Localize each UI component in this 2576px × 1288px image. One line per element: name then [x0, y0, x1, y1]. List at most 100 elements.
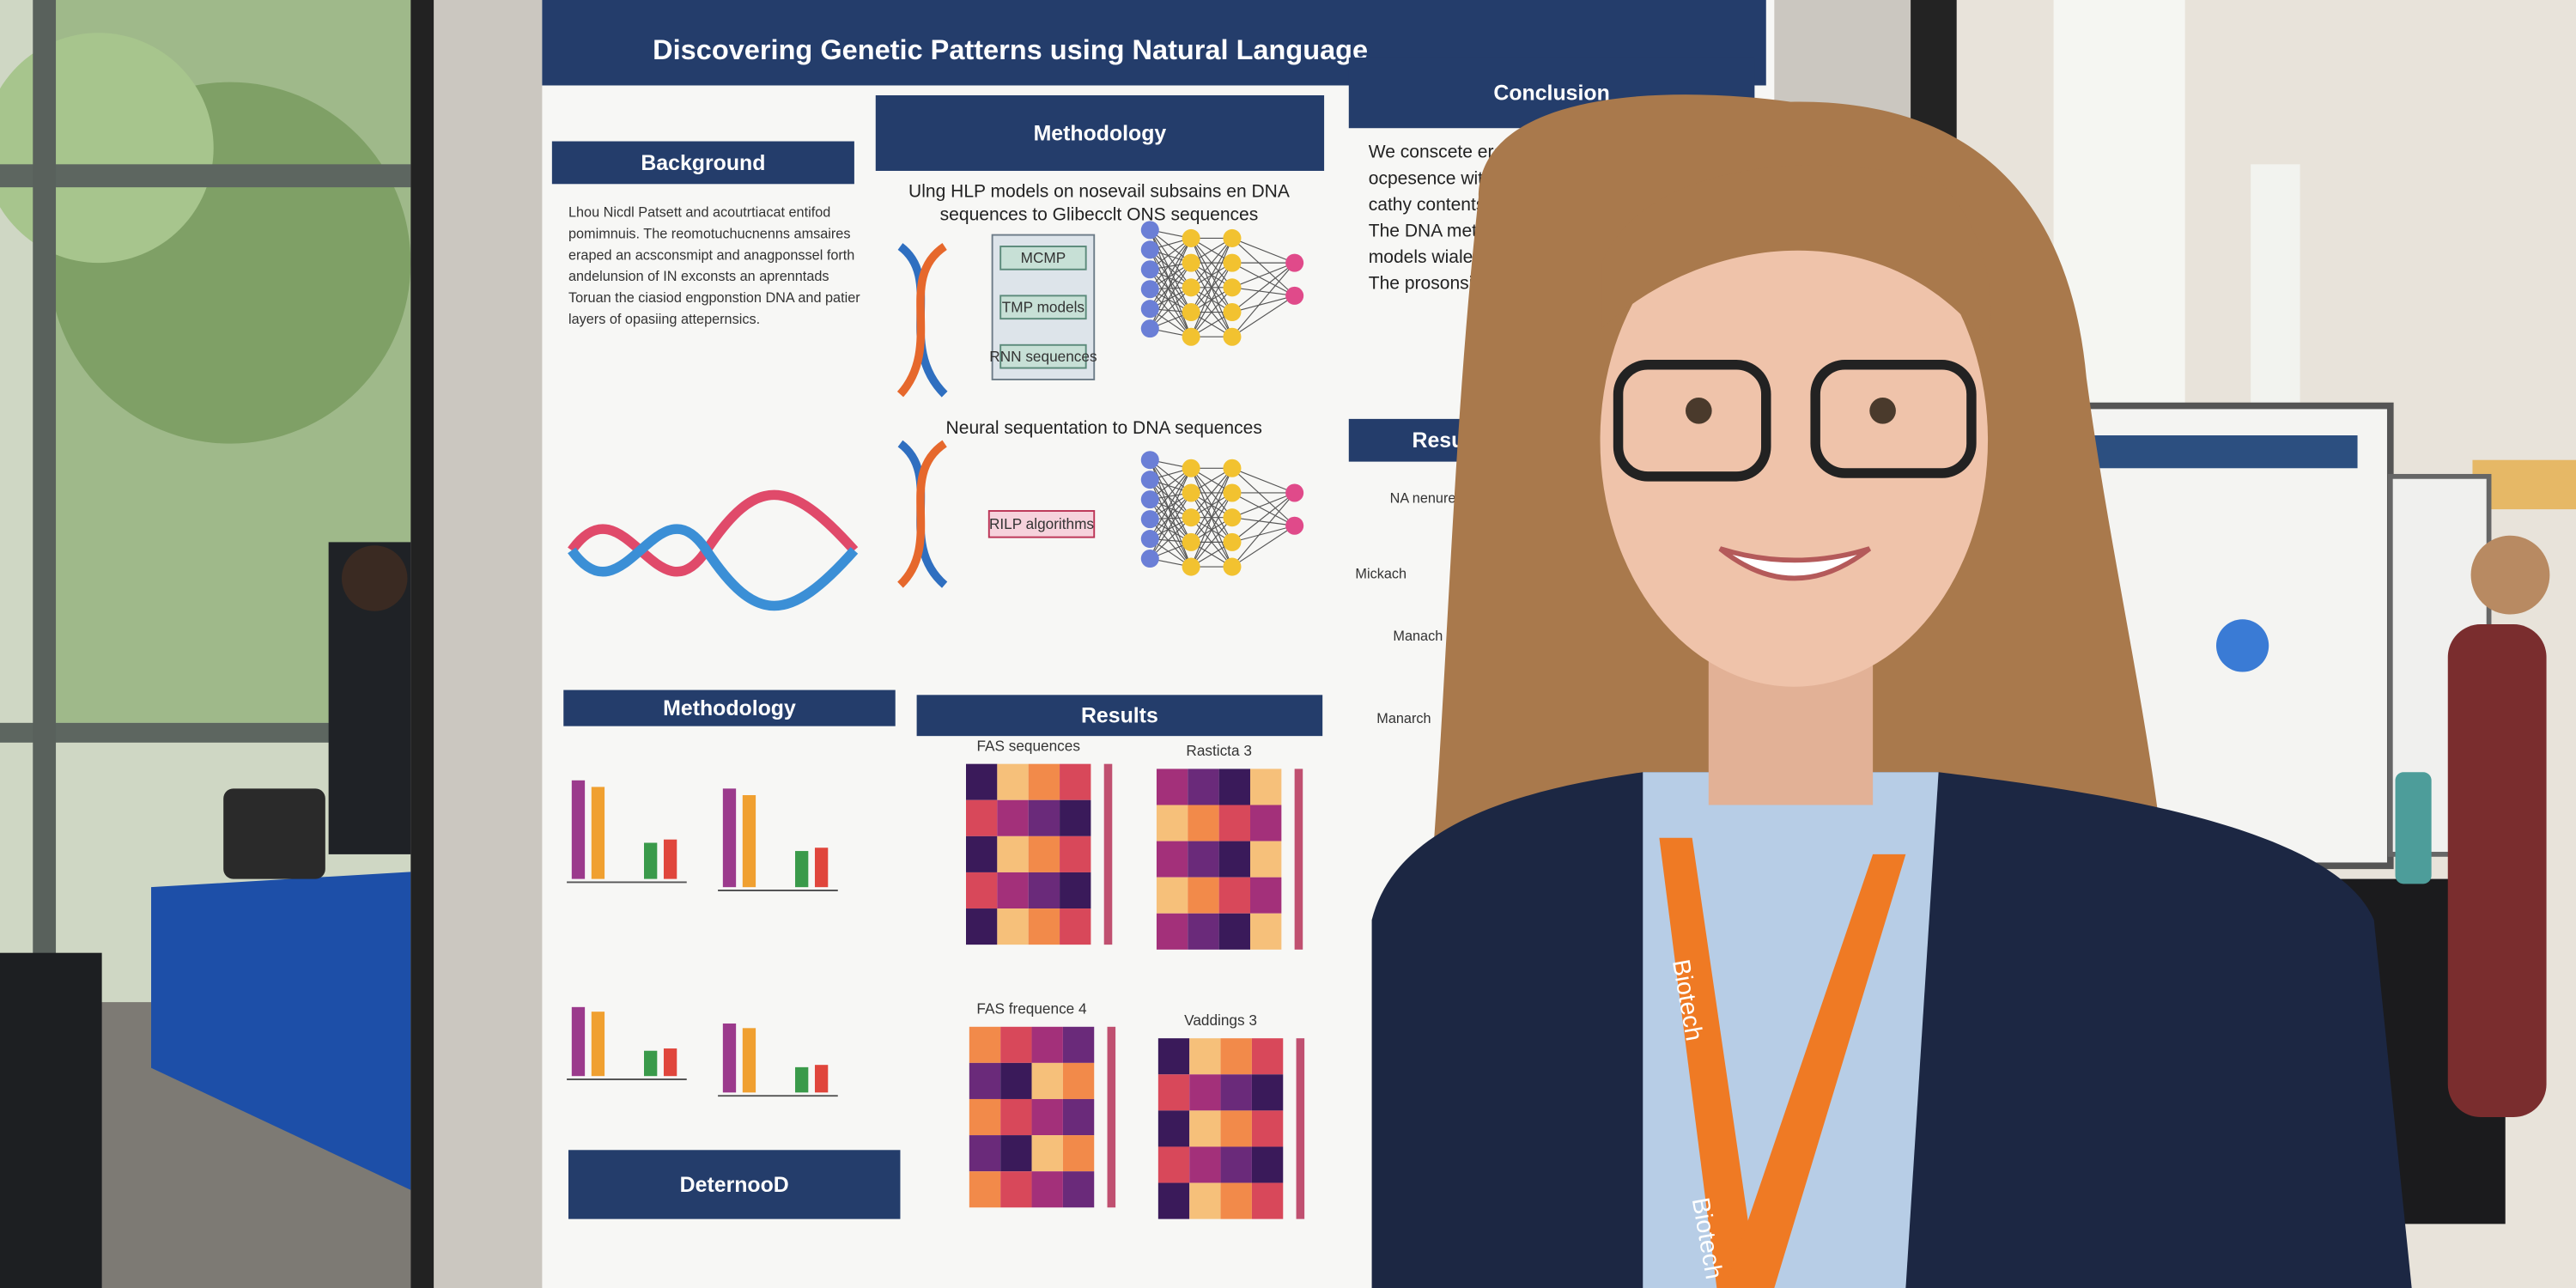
heatmap-cell	[966, 908, 998, 945]
body-text: layers of opasiing attepernsics.	[568, 312, 760, 327]
net-node	[1140, 300, 1159, 319]
net-node	[1182, 327, 1200, 346]
heatmap-cell	[997, 763, 1029, 800]
face	[1600, 193, 1989, 687]
chart-bar	[591, 1012, 605, 1077]
chart-bar	[591, 787, 605, 879]
net-node	[1223, 459, 1242, 477]
chart-bar	[742, 795, 756, 888]
chair	[223, 788, 325, 879]
net-node	[1223, 302, 1242, 322]
plot-title: FAS sequences	[976, 737, 1080, 754]
net-edge	[1231, 492, 1296, 568]
chart-bar	[663, 1048, 677, 1077]
net-edge	[1190, 238, 1233, 313]
heatmap-cell	[1060, 835, 1091, 872]
hall-window	[2251, 164, 2300, 411]
heatmap-cell	[1156, 769, 1188, 805]
table	[151, 871, 431, 1200]
net-edge	[1190, 467, 1233, 519]
heatmap-cell	[1031, 1098, 1063, 1136]
net-node	[1140, 510, 1159, 529]
net-node	[1140, 319, 1159, 338]
heatmap-cell	[1220, 1182, 1252, 1219]
heatmap-cell	[1251, 1182, 1284, 1219]
heatmap-cell	[1189, 1110, 1221, 1147]
body-text: pomimnuis. The reomotuchucnenns amsaires	[568, 226, 850, 241]
net-edge	[1149, 479, 1192, 519]
heatmap-cell	[1188, 877, 1219, 914]
net-edge	[1149, 238, 1192, 309]
colorbar	[1296, 1038, 1305, 1219]
body-text: Toruan the ciasiod engponstion DNA and p…	[568, 290, 860, 306]
heatmap-cell	[1220, 1146, 1252, 1183]
net-node	[1182, 302, 1200, 322]
heatmap-cell	[1249, 805, 1282, 841]
section-heading: Conclusion	[1493, 82, 1609, 106]
net-edge	[1231, 492, 1295, 519]
net-edge	[1149, 499, 1192, 543]
model-step-label: RNN sequences	[989, 348, 1097, 365]
heatmap-cell	[997, 872, 1029, 909]
net-node	[1140, 490, 1159, 509]
heatmap-cell	[997, 908, 1029, 945]
heatmap-cell	[1157, 1074, 1190, 1111]
net-edge	[1231, 492, 1295, 526]
heatmap-cell	[1188, 913, 1219, 950]
heatmap-cell	[1220, 1110, 1252, 1147]
section-heading: DeternooD	[680, 1173, 789, 1197]
heatmap-cell	[1000, 1135, 1032, 1172]
net-node	[1182, 557, 1200, 576]
net-edge	[1149, 459, 1192, 543]
heatmap-cell	[1028, 835, 1060, 872]
net-node	[1182, 532, 1200, 551]
heatmap-cell	[1062, 1062, 1095, 1099]
heatmap-cell	[1189, 1038, 1221, 1075]
heatmap-cell	[966, 799, 998, 836]
net-node	[1140, 471, 1159, 489]
net-node	[1140, 549, 1159, 568]
chart-bar	[814, 848, 829, 888]
net-edge	[1231, 525, 1295, 568]
method-subtitle: sequences to Glibecclt ONS sequences	[940, 204, 1259, 224]
heatmap-cell	[1062, 1026, 1095, 1063]
chart-bar	[644, 842, 658, 879]
net-edge	[1149, 262, 1192, 329]
heatmap-cell	[969, 1135, 1001, 1172]
chart-bar	[795, 1066, 809, 1093]
net-node	[1223, 532, 1242, 551]
net-node	[1223, 253, 1242, 272]
net-node	[1285, 286, 1304, 305]
results-text: Mickach	[1355, 566, 1406, 581]
heatmap-cell	[1060, 763, 1091, 800]
net-edge	[1149, 492, 1192, 559]
net-edge	[1190, 262, 1233, 337]
net-node	[1223, 483, 1242, 502]
back-poster-header	[2094, 435, 2358, 469]
net-node	[1285, 483, 1304, 502]
net-edge	[1231, 262, 1295, 289]
window-frame	[33, 0, 57, 1019]
heatmap-cell	[1188, 805, 1219, 841]
heatmap-cell	[1156, 805, 1188, 841]
heatmap-cell	[1000, 1026, 1032, 1063]
heatmap-cell	[1218, 841, 1250, 878]
heatmap-cell	[997, 835, 1029, 872]
heatmap-cell	[1000, 1062, 1032, 1099]
heatmap-cell	[1188, 769, 1219, 805]
net-node	[1140, 260, 1159, 279]
model-step-label: MCMP	[1021, 249, 1066, 266]
heatmap-cell	[969, 1171, 1001, 1208]
poster-title: Discovering Genetic Patterns using Natur…	[653, 34, 1368, 65]
net-edge	[1231, 237, 1295, 264]
heatmap-cell	[997, 799, 1029, 836]
heatmap-cell	[1157, 1146, 1190, 1183]
heatmap-cell	[1031, 1171, 1063, 1208]
plot-title: FAS frequence 4	[976, 999, 1087, 1017]
section-header	[875, 94, 1325, 171]
heatmap-cell	[1251, 1038, 1284, 1075]
section-heading: Methodology	[663, 696, 796, 720]
heatmap-cell	[1249, 877, 1282, 914]
section-header	[551, 141, 854, 185]
plot-title: Rasticta 3	[1186, 742, 1252, 759]
